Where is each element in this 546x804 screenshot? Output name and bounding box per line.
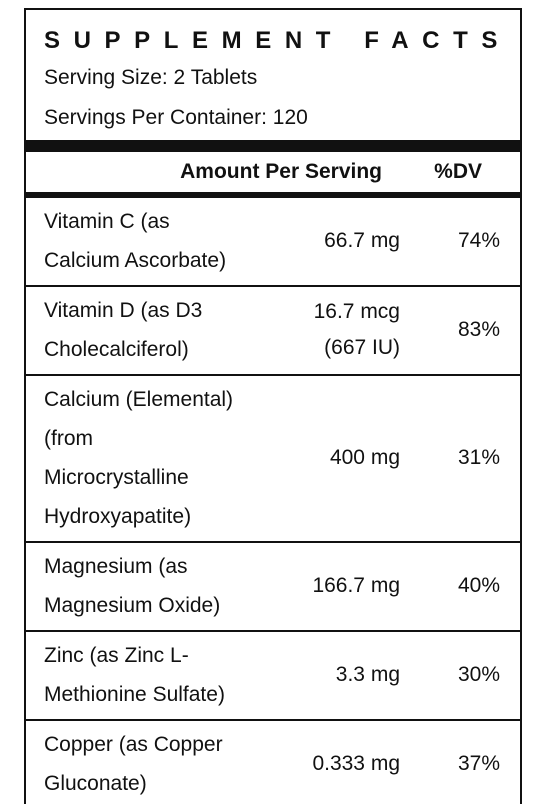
nutrient-name: Vitamin D (as D3 Cholecalciferol) [26,291,302,369]
daily-value: 37% [457,752,500,775]
nutrient-name: Copper (as Copper Gluconate) [26,725,302,803]
amount-line: 66.7 mg [324,229,400,252]
name-line: Microcrystalline [44,466,189,489]
servings-per-container: Servings Per Container: 120 [44,106,308,129]
name-line: Calcium Ascorbate) [44,249,227,272]
serving-size: Serving Size: 2 Tablets [44,66,258,89]
amount-line: 166.7 mg [312,574,400,597]
name-line: Magnesium Oxide) [44,594,221,617]
nutrient-name: Calcium (Elemental) (from Microcrystalline… [26,380,302,536]
daily-value: 74% [457,229,500,252]
column-header: Amount Per Serving %DV [26,152,520,192]
supplement-facts-panel: SUPPLEMENT FACTS Serving Size: 2 Tablets… [24,8,522,804]
amount-header: Amount Per Serving [180,160,382,183]
nutrient-row: Copper (as Copper Gluconate) 0.333 mg 37% [26,721,520,804]
amount: 3.3 mg [302,657,400,693]
title: SUPPLEMENT FACTS [44,27,511,54]
amount: 0.333 mg [302,746,400,782]
amount-line: 3.3 mg [335,663,400,686]
nutrient-row: Vitamin C (as Calcium Ascorbate) 66.7 mg 74… [26,198,520,287]
amount-line: 16.7 mcg [313,300,400,323]
nutrient-rows: Vitamin C (as Calcium Ascorbate) 66.7 mg 74… [26,198,520,804]
name-line: Copper (as Copper [44,733,223,756]
amount: 400 mg [302,440,400,476]
name-line: Zinc (as Zinc L- [44,644,189,667]
dv-header: %DV [434,160,482,183]
nutrient-name: Vitamin C (as Calcium Ascorbate) [26,202,302,280]
amount-line: 400 mg [329,446,400,469]
name-line: Magnesium (as [44,555,188,578]
nutrient-name: Zinc (as Zinc L- Methionine Sulfate) [26,636,302,714]
daily-value: 83% [457,318,500,341]
name-line: Cholecalciferol) [44,338,189,361]
rule [26,192,520,198]
name-line: Gluconate) [44,772,147,795]
daily-value: 31% [457,446,500,469]
name-line: Hydroxyapatite) [44,505,192,528]
amount: 66.7 mg [302,223,400,259]
daily-value: 40% [457,574,500,597]
amount-line: 0.333 mg [312,752,400,775]
amount: 166.7 mg [302,568,400,604]
name-line: (from [44,427,93,450]
nutrient-name: Magnesium (as Magnesium Oxide) [26,547,302,625]
name-line: Calcium (Elemental) [44,388,234,411]
nutrient-row: Vitamin D (as D3 Cholecalciferol) 16.7 mcg… [26,287,520,376]
name-line: Vitamin D (as D3 [44,299,203,322]
nutrient-row: Magnesium (as Magnesium Oxide) 166.7 mg 40% [26,543,520,632]
nutrient-row: Calcium (Elemental) (from Microcrystalline… [26,376,520,543]
name-line: Methionine Sulfate) [44,683,225,706]
nutrient-row: Zinc (as Zinc L- Methionine Sulfate) 3.3 m… [26,632,520,721]
amount-line: (667 IU) [324,336,400,359]
amount: 16.7 mcg (667 IU) [302,294,400,366]
name-line: Vitamin C (as [44,210,170,233]
thick-rule [26,140,520,152]
daily-value: 30% [457,663,500,686]
